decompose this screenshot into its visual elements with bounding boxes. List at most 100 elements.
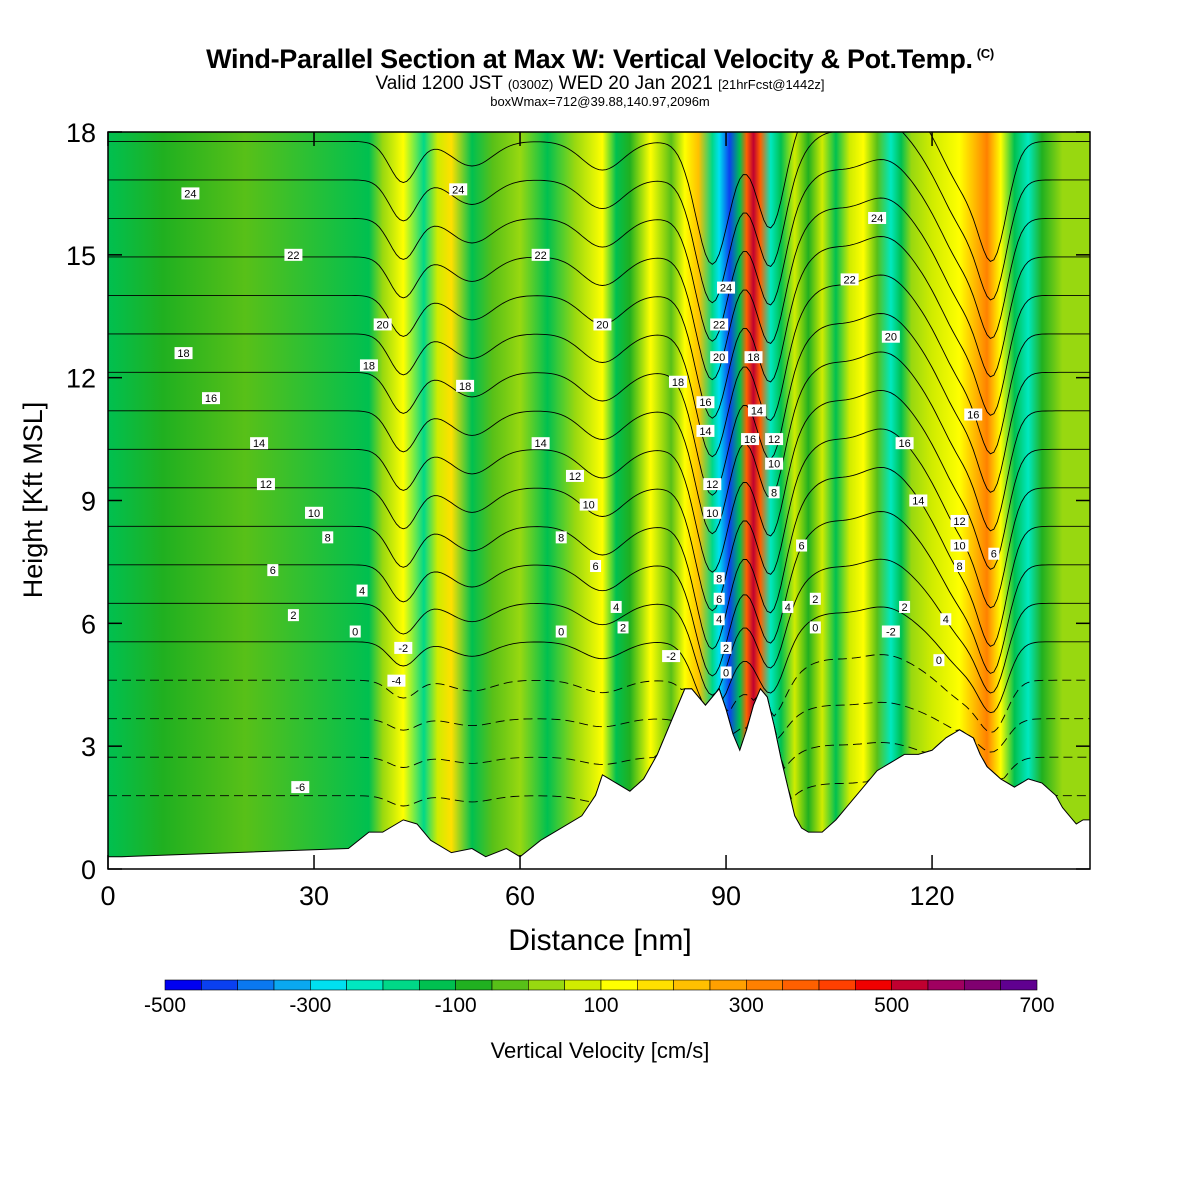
contour-label-text: 8 — [325, 532, 331, 544]
theta-contour — [108, 132, 1090, 304]
contour-label-text: 16 — [898, 438, 910, 450]
contour-label: 14 — [909, 494, 928, 508]
contour-label-text: 2 — [812, 594, 818, 606]
contour-label: 6 — [267, 564, 279, 577]
contour-label: -2 — [662, 650, 681, 663]
contour-label: 10 — [703, 506, 722, 520]
contour-label-text: 16 — [967, 410, 979, 422]
colorbar-tick-label: 700 — [1019, 994, 1054, 1017]
colorbar-swatch — [528, 979, 565, 991]
contour-label: 16 — [741, 433, 760, 446]
contour-label: 20 — [373, 318, 392, 331]
contour-label-text: 20 — [377, 319, 389, 331]
valid-prefix: Valid 1200 JST — [375, 73, 503, 94]
contour-label: 2 — [899, 600, 911, 614]
contour-label-text: 22 — [287, 250, 299, 262]
contour-label: 14 — [531, 437, 550, 450]
y-tick-label: 6 — [81, 609, 96, 639]
contour-label-text: 18 — [672, 377, 684, 389]
contour-label-text: 24 — [184, 188, 196, 200]
valid-time-line: Valid 1200 JST (0300Z) WED 20 Jan 2021 [… — [0, 73, 1200, 95]
contour-label: 22 — [710, 318, 729, 331]
colorbar-tick-label: -500 — [144, 994, 186, 1017]
theta-contour — [108, 274, 1090, 458]
x-tick-label: 0 — [100, 881, 115, 911]
y-tick-label: 9 — [81, 487, 96, 517]
contour-label: 10 — [765, 457, 784, 471]
colorbar-swatch — [746, 979, 783, 991]
contour-label-text: 22 — [535, 250, 547, 262]
contour-label: 18 — [456, 379, 475, 393]
valid-utc: (0300Z) — [507, 77, 554, 92]
x-tick-label: 120 — [910, 881, 955, 911]
contour-label-text: 12 — [953, 516, 965, 528]
contour-label-text: 14 — [751, 405, 763, 417]
y-tick-label: 15 — [66, 241, 96, 271]
box-info: boxWmax=712@39.88,140.97,2096m — [490, 94, 710, 109]
contour-label: 12 — [703, 478, 722, 491]
contour-label-text: 0 — [723, 667, 729, 679]
contour-label: 10 — [950, 539, 969, 553]
y-axis-label: Height [Kft MSL] — [18, 402, 48, 599]
colorbar-swatch — [273, 979, 311, 991]
contour-label: 18 — [668, 375, 687, 389]
contour-label: 18 — [174, 347, 193, 360]
contour-label-text: 22 — [844, 274, 856, 286]
colorbar-swatch — [346, 979, 384, 991]
contour-label-text: 6 — [991, 549, 997, 561]
contour-label-text: 10 — [768, 459, 780, 471]
contour-label-text: 14 — [253, 438, 265, 450]
colorbar-swatch — [927, 979, 965, 991]
contour-label: 24 — [717, 281, 736, 295]
contour-label: 8 — [322, 531, 334, 544]
contour-label: -2 — [881, 625, 900, 639]
colorbar: -500 -300 -100 100 300 500 700 — [144, 979, 1055, 1017]
contour-label: 0 — [809, 621, 821, 634]
contour-label-text: -2 — [666, 651, 676, 663]
contour-label: 2 — [809, 592, 821, 606]
contour-label: 18 — [359, 359, 378, 372]
contour-label-text: 2 — [902, 602, 908, 614]
contour-label: 20 — [881, 330, 900, 344]
contour-label: 10 — [305, 506, 324, 520]
y-tick-label: 3 — [81, 732, 96, 762]
colorbar-label: Vertical Velocity [cm/s] — [491, 1038, 710, 1063]
contour-label-text: -4 — [392, 676, 402, 688]
terrain-edge — [108, 687, 1090, 858]
contour-label-text: 18 — [177, 348, 189, 360]
contour-label-text: 2 — [723, 643, 729, 655]
colorbar-tick-label: 100 — [583, 994, 618, 1017]
contour-label: 24 — [181, 187, 200, 200]
contour-label: 14 — [696, 424, 715, 438]
contour-label-text: 10 — [308, 508, 320, 520]
colorbar-swatch — [455, 979, 493, 991]
contour-label: 0 — [720, 666, 732, 679]
contour-label: 0 — [933, 654, 945, 667]
contour-label-text: 24 — [871, 213, 883, 225]
y-tick-label: 18 — [66, 118, 96, 148]
contour-label: 12 — [256, 478, 275, 491]
theta-contour — [108, 558, 1090, 696]
theta-contour — [108, 687, 1090, 753]
contour-label: 24 — [868, 211, 887, 225]
contour-label: 16 — [895, 437, 914, 450]
theta-contour — [108, 466, 1090, 650]
contour-label-text: 14 — [699, 426, 711, 438]
colorbar-swatch — [855, 979, 892, 991]
contour-label-text: 0 — [936, 655, 942, 667]
colorbar-swatch — [237, 979, 275, 991]
theta-contour — [108, 389, 1090, 573]
colorbar-swatch — [201, 979, 238, 991]
contour-label: 2 — [617, 621, 629, 634]
contour-label: 6 — [590, 560, 602, 573]
contour-label: 4 — [610, 600, 622, 614]
contour-label: 16 — [696, 396, 715, 409]
contour-label-text: 12 — [768, 434, 780, 446]
contour-label: 6 — [988, 547, 1000, 561]
colorbar-swatch — [310, 979, 347, 991]
contour-label: 6 — [796, 539, 808, 553]
theta-contour — [108, 313, 1090, 496]
y-tick-label: 0 — [81, 855, 96, 885]
